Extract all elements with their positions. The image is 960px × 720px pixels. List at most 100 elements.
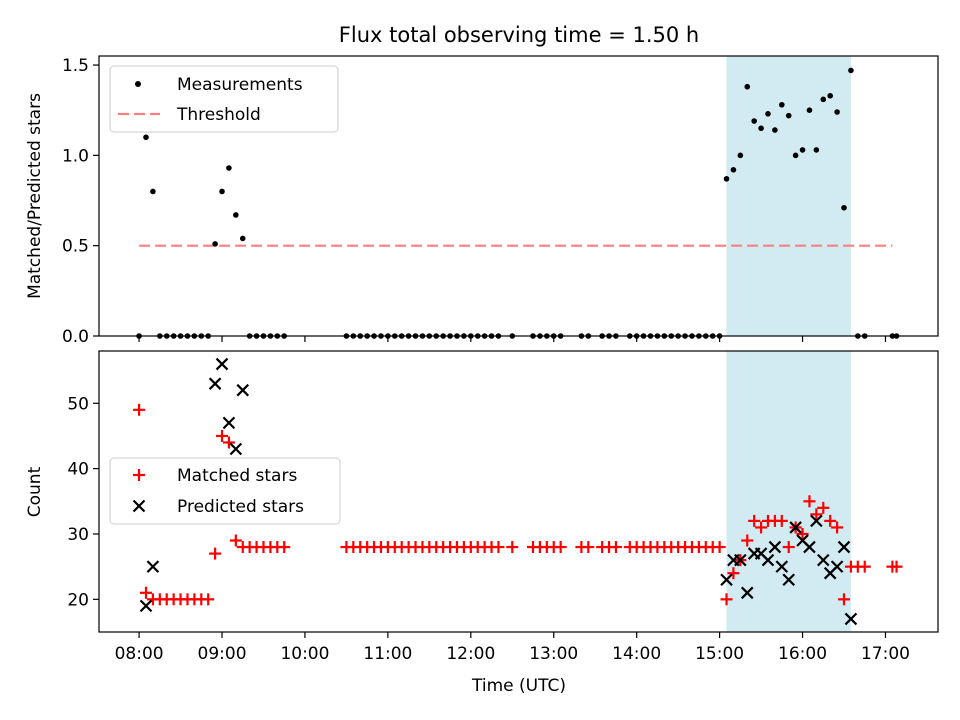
matched-star-point — [727, 567, 740, 580]
matched-star-point — [858, 560, 871, 573]
predicted-star-point — [146, 560, 160, 573]
ratio-legend-box — [109, 65, 339, 133]
x-tick-label: 14:00 — [612, 644, 661, 664]
ratio-panel-observing-span — [726, 56, 851, 336]
matched-star-point — [796, 527, 809, 540]
count-panel-legend: Matched stars Predicted stars — [109, 457, 341, 525]
predicted-star-point — [740, 586, 754, 600]
predicted-star-point — [208, 377, 222, 390]
matched-star-point — [741, 534, 754, 547]
legend-predicted-marker — [132, 499, 146, 513]
y-tick-label: 1.0 — [62, 146, 89, 166]
legend-threshold-label: Threshold — [176, 105, 261, 125]
x-tick-label: 09:00 — [198, 644, 247, 664]
predicted-star-point — [789, 521, 802, 534]
x-axis-label: Time (UTC) — [471, 676, 566, 696]
matched-star-point — [803, 495, 816, 508]
ratio-panel: 0.0 0.5 1.0 1.5 Matched/Predicted stars Mea… — [25, 55, 939, 347]
matched-star-point — [817, 501, 830, 514]
x-tick-label: 12:00 — [446, 644, 495, 664]
measurement-point — [779, 101, 785, 108]
matched-star-point — [582, 541, 595, 554]
predicted-star-point — [830, 560, 844, 573]
ratio-panel-y-ticks: 0.0 0.5 1.0 1.5 — [62, 56, 99, 347]
matched-star-point — [713, 541, 726, 554]
count-legend-box — [109, 457, 341, 525]
legend-matched-label: Matched stars — [177, 466, 297, 486]
matched-star-point — [202, 593, 215, 606]
predicted-star-point — [803, 540, 816, 554]
measurement-point — [730, 167, 737, 173]
measurement-points — [136, 67, 900, 339]
matched-star-point — [838, 593, 851, 606]
matched-star-point — [890, 560, 903, 573]
matched-star-point — [775, 514, 788, 527]
y-tick-label: 1.5 — [62, 56, 89, 76]
predicted-star-point — [844, 612, 858, 626]
y-tick-label: 50 — [67, 394, 89, 414]
matched-stars-points — [133, 403, 903, 606]
matched-star-point — [139, 586, 152, 599]
matched-star-point — [782, 541, 795, 554]
measurement-point — [758, 125, 764, 132]
measurement-point — [737, 152, 744, 159]
x-tick-label: 15:00 — [695, 644, 744, 664]
measurement-point — [841, 204, 847, 211]
y-tick-label: 0.5 — [62, 237, 89, 257]
y-tick-label: 40 — [67, 460, 89, 480]
matched-star-point — [609, 541, 622, 554]
matched-star-point — [720, 593, 733, 606]
legend-predicted-label: Predicted stars — [177, 497, 304, 517]
matched-star-point — [831, 521, 844, 534]
y-tick-label: 20 — [67, 590, 89, 610]
x-tick-label: 13:00 — [529, 644, 578, 664]
legend-matched-marker — [133, 469, 145, 481]
predicted-star-point — [215, 357, 229, 371]
predicted-star-point — [768, 540, 782, 554]
count-panel-y-ticks: 20 30 40 50 — [67, 394, 99, 610]
x-tick-label: 16:00 — [778, 644, 827, 664]
matched-star-point — [229, 534, 242, 547]
measurement-point — [820, 96, 827, 103]
measurement-point — [772, 127, 778, 133]
x-tick-label: 08:00 — [115, 644, 164, 664]
predicted-star-point — [782, 573, 795, 586]
measurement-point — [143, 134, 149, 141]
measurement-point — [239, 235, 246, 242]
y-tick-label: 30 — [67, 525, 89, 545]
predicted-star-point — [837, 540, 851, 554]
legend-plus — [133, 469, 145, 481]
x-tick-label: 11:00 — [363, 644, 412, 664]
legend-x — [132, 499, 146, 513]
legend-measurements-marker — [135, 81, 141, 87]
measurement-point — [806, 107, 813, 113]
count-panel-observing-span — [726, 351, 851, 632]
predicted-star-point — [816, 553, 830, 567]
matched-star-point — [278, 541, 291, 554]
matched-star-point — [554, 541, 567, 554]
measurement-point — [834, 109, 840, 115]
predicted-star-point — [720, 573, 733, 586]
measurement-point — [233, 212, 239, 218]
matched-star-point — [133, 403, 146, 416]
predicted-star-point — [229, 442, 243, 456]
measurement-point — [212, 241, 218, 247]
measurement-point — [219, 188, 225, 195]
measurement-point — [785, 112, 792, 119]
measurement-point — [848, 67, 854, 74]
count-panel-y-label: Count — [25, 466, 45, 517]
measurement-point — [792, 152, 799, 159]
measurement-point — [751, 118, 757, 124]
count-panel: 20 30 40 50 08:00 09:00 10:00 11:00 12:00 13:00 1… — [25, 350, 939, 696]
x-tick-label: 17:00 — [861, 644, 910, 664]
matched-star-point — [492, 541, 505, 554]
matched-star-point — [824, 514, 837, 527]
matched-star-point — [222, 436, 235, 449]
predicted-stars-points — [139, 357, 858, 626]
matched-star-point — [748, 514, 761, 527]
predicted-star-point — [761, 553, 775, 567]
measurement-point — [799, 147, 806, 153]
matched-star-point — [216, 429, 229, 442]
x-tick-label: 10:00 — [280, 644, 329, 664]
